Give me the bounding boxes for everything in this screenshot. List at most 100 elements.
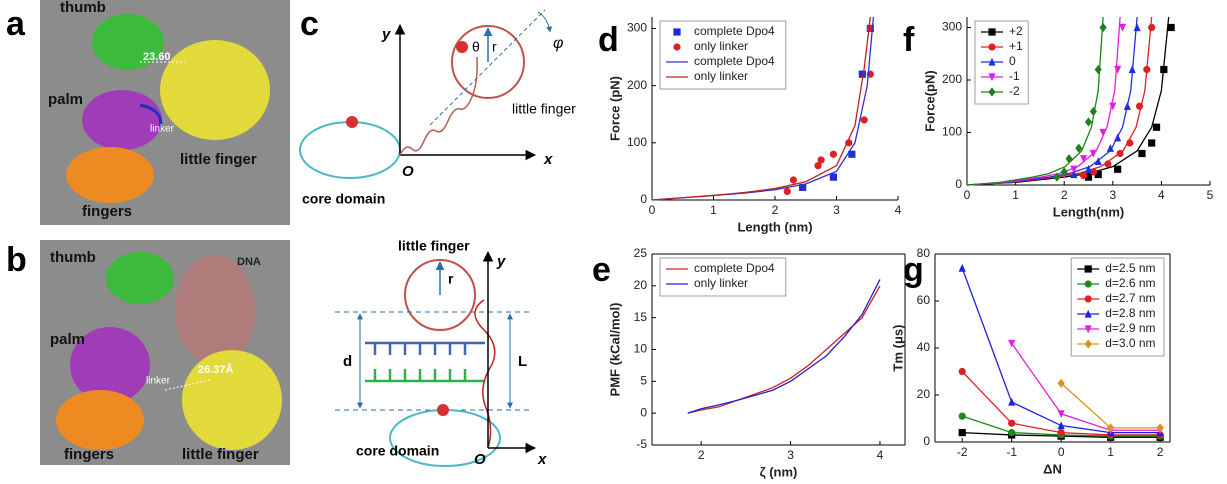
marker (1104, 160, 1112, 168)
label: 26.37Å (198, 363, 234, 376)
legend-marker (988, 28, 996, 36)
panel-label: e (592, 251, 611, 289)
marker (1138, 149, 1146, 158)
marker (1160, 65, 1168, 74)
x-tick-label: 1 (1012, 188, 1019, 202)
anchor-dot (456, 41, 468, 53)
y-axis-label: Force(pN) (922, 70, 937, 131)
marker (1114, 65, 1122, 74)
legend-label: -2 (1009, 84, 1020, 98)
series-line (687, 285, 881, 414)
marker (1099, 128, 1107, 137)
x-tick-label: 1 (1107, 445, 1114, 459)
marker (845, 139, 853, 147)
legend-box (1070, 257, 1165, 357)
y-tick-label: 0 (923, 434, 930, 448)
rotation-arrow (537, 11, 553, 33)
fingers-domain (56, 390, 144, 450)
label: little finger (398, 238, 470, 254)
x-tick-label: 0 (649, 203, 656, 217)
legend-marker (988, 43, 996, 51)
marker (1156, 423, 1164, 433)
marker (958, 367, 966, 376)
panel-label: c (300, 5, 319, 43)
y-tick-label: 40 (917, 340, 931, 354)
marker (1075, 143, 1083, 153)
x-tick-label: -2 (957, 445, 968, 459)
label: φ (553, 35, 563, 52)
y-tick-label: -5 (636, 437, 647, 451)
marker (1114, 165, 1122, 173)
legend-marker (988, 57, 996, 66)
x-tick-label: 1 (710, 203, 717, 217)
thumb-domain (92, 14, 164, 70)
legend-box (659, 257, 787, 297)
series-line (1011, 342, 1161, 431)
legend-marker (988, 73, 996, 82)
little-finger-domain (182, 350, 282, 450)
label: fingers (64, 446, 114, 463)
y-tick-label: 80 (917, 246, 931, 260)
y-tick-label: 15 (634, 310, 648, 324)
marker (1084, 117, 1093, 127)
label: d (343, 353, 352, 370)
panel-label: b (6, 241, 27, 279)
marker (1148, 139, 1156, 147)
marker (958, 263, 966, 272)
label: y (381, 26, 391, 43)
label: palm (50, 331, 85, 348)
marker (958, 429, 966, 437)
series-line (651, 16, 871, 201)
diagram-c-bottom: little finger r y d L O x core domain (335, 238, 547, 468)
legend-marker (1084, 295, 1092, 303)
label: r (448, 271, 454, 287)
marker (817, 156, 825, 164)
legend-label: d=2.5 nm (1105, 261, 1155, 275)
little-finger (451, 25, 525, 99)
label: fingers (82, 203, 132, 220)
y-tick-label: 10 (634, 342, 648, 356)
y-tick-label: 100 (627, 135, 647, 149)
legend-label: d=3.0 nm (1105, 336, 1155, 350)
legend-label: 0 (1009, 54, 1016, 68)
marker (1057, 378, 1065, 388)
comb (365, 369, 485, 383)
panel-label: f (903, 21, 915, 59)
x-tick-label: 5 (1207, 188, 1214, 202)
legend-label: only linker (694, 276, 748, 290)
marker (1057, 421, 1065, 430)
label: r (492, 39, 497, 55)
panel-label: g (903, 251, 924, 289)
y-tick-label: 200 (627, 78, 647, 92)
label: x (537, 451, 547, 468)
legend-label: +2 (1009, 24, 1023, 38)
y-tick-label: 0 (955, 177, 962, 191)
label: little finger (180, 151, 257, 168)
label: O (402, 163, 414, 180)
legend-label: d=2.8 nm (1105, 306, 1155, 320)
core-domain (299, 121, 401, 179)
y-tick-label: 20 (634, 278, 648, 292)
marker (1008, 429, 1016, 437)
y-axis-label: Force (pN) (607, 76, 622, 141)
linker (139, 103, 163, 131)
legend-label: only linker (694, 39, 748, 53)
legend-marker (988, 87, 996, 97)
label: y (496, 253, 506, 270)
marker (1084, 173, 1093, 181)
marker (1008, 397, 1016, 406)
label: thumb (50, 249, 96, 266)
y-tick-label: 5 (640, 374, 647, 388)
marker (1118, 23, 1127, 32)
label: core domain (356, 443, 439, 459)
x-tick-label: 0 (1058, 445, 1065, 459)
fit-curve (966, 16, 1138, 186)
x-axis-label: ζ (nm) (760, 464, 798, 479)
marker (1080, 171, 1088, 180)
marker (1008, 339, 1016, 348)
legend-marker (1084, 280, 1092, 288)
x-tick-label: 3 (1109, 188, 1116, 202)
marker (789, 176, 798, 184)
marker (1094, 157, 1102, 165)
